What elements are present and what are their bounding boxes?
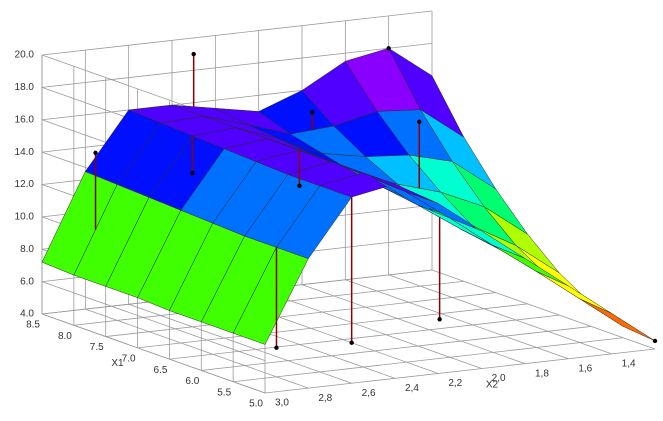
grid-line [258,289,482,369]
data-point [190,170,195,176]
grid-line [105,292,496,337]
z-tick-label: 6.0 [20,276,34,287]
grid-line [41,10,433,56]
grid-line [233,337,624,383]
data-point [93,150,98,156]
data-point [191,51,196,57]
x1-tick-label: 6.0 [185,376,199,387]
x2-tick-label: 1,8 [535,368,549,379]
z-tick-label: 16.0 [15,114,35,125]
data-point [274,345,279,350]
grid-line [41,42,433,88]
x1-tick-label: 8.5 [26,320,40,331]
x1-tick-label: 7.0 [122,353,136,364]
x2-tick-label: 2,0 [492,373,506,384]
data-point [297,183,302,189]
data-point [386,46,391,51]
x2-tick-label: 2,6 [362,388,376,399]
x2-tick-label: 1,4 [622,359,636,370]
z-tick-label: 14.0 [15,147,35,158]
grid-line [388,274,612,355]
x1-tick-label: 5.0 [249,399,263,410]
x2-axis-title: X2 [486,380,499,391]
x2-tick-label: 3,0 [275,398,289,409]
grid-line [431,269,656,350]
grid-line [41,281,266,362]
x1-axis-title: X1 [111,358,124,369]
points [93,46,658,350]
data-point [349,340,354,345]
x2-tick-label: 1,6 [578,363,592,374]
x2-tick-label: 2,2 [448,378,462,389]
grid-line [301,284,526,365]
grid-line [345,279,569,360]
x1-tick-label: 6.5 [154,365,168,376]
grid-line [137,303,528,349]
grid-line [201,326,592,371]
axis-labels: 4.0 6.0 8.0 10.0 12.0 14.0 16.0 18.0 20.0 5.0 5.5 6… [15,50,636,410]
x1-tick-label: 8.0 [58,331,72,342]
x1-tick-label: 7.5 [90,342,104,353]
x2-tick-label: 2,4 [405,383,419,394]
grid-line [169,314,560,360]
grid-line [85,308,309,389]
grid-line [41,313,266,394]
grid-line [128,303,352,384]
surface [41,48,656,345]
z-tick-label: 20.0 [15,50,35,61]
z-tick-label: 18.0 [15,82,35,93]
data-point [309,110,315,115]
z-tick-label: 8.0 [20,244,34,255]
surface-cell [536,271,612,314]
z-tick-label: 12.0 [15,179,35,190]
grid-line [264,348,656,394]
data-point [652,338,658,344]
z-tick-label: 10.0 [15,212,35,223]
z-tick-label: 4.0 [20,309,34,320]
surface-cell [579,298,656,342]
x1-tick-label: 5.5 [217,387,231,398]
x2-tick-label: 2,8 [318,393,332,404]
data-point [437,317,442,322]
data-point [417,119,422,125]
